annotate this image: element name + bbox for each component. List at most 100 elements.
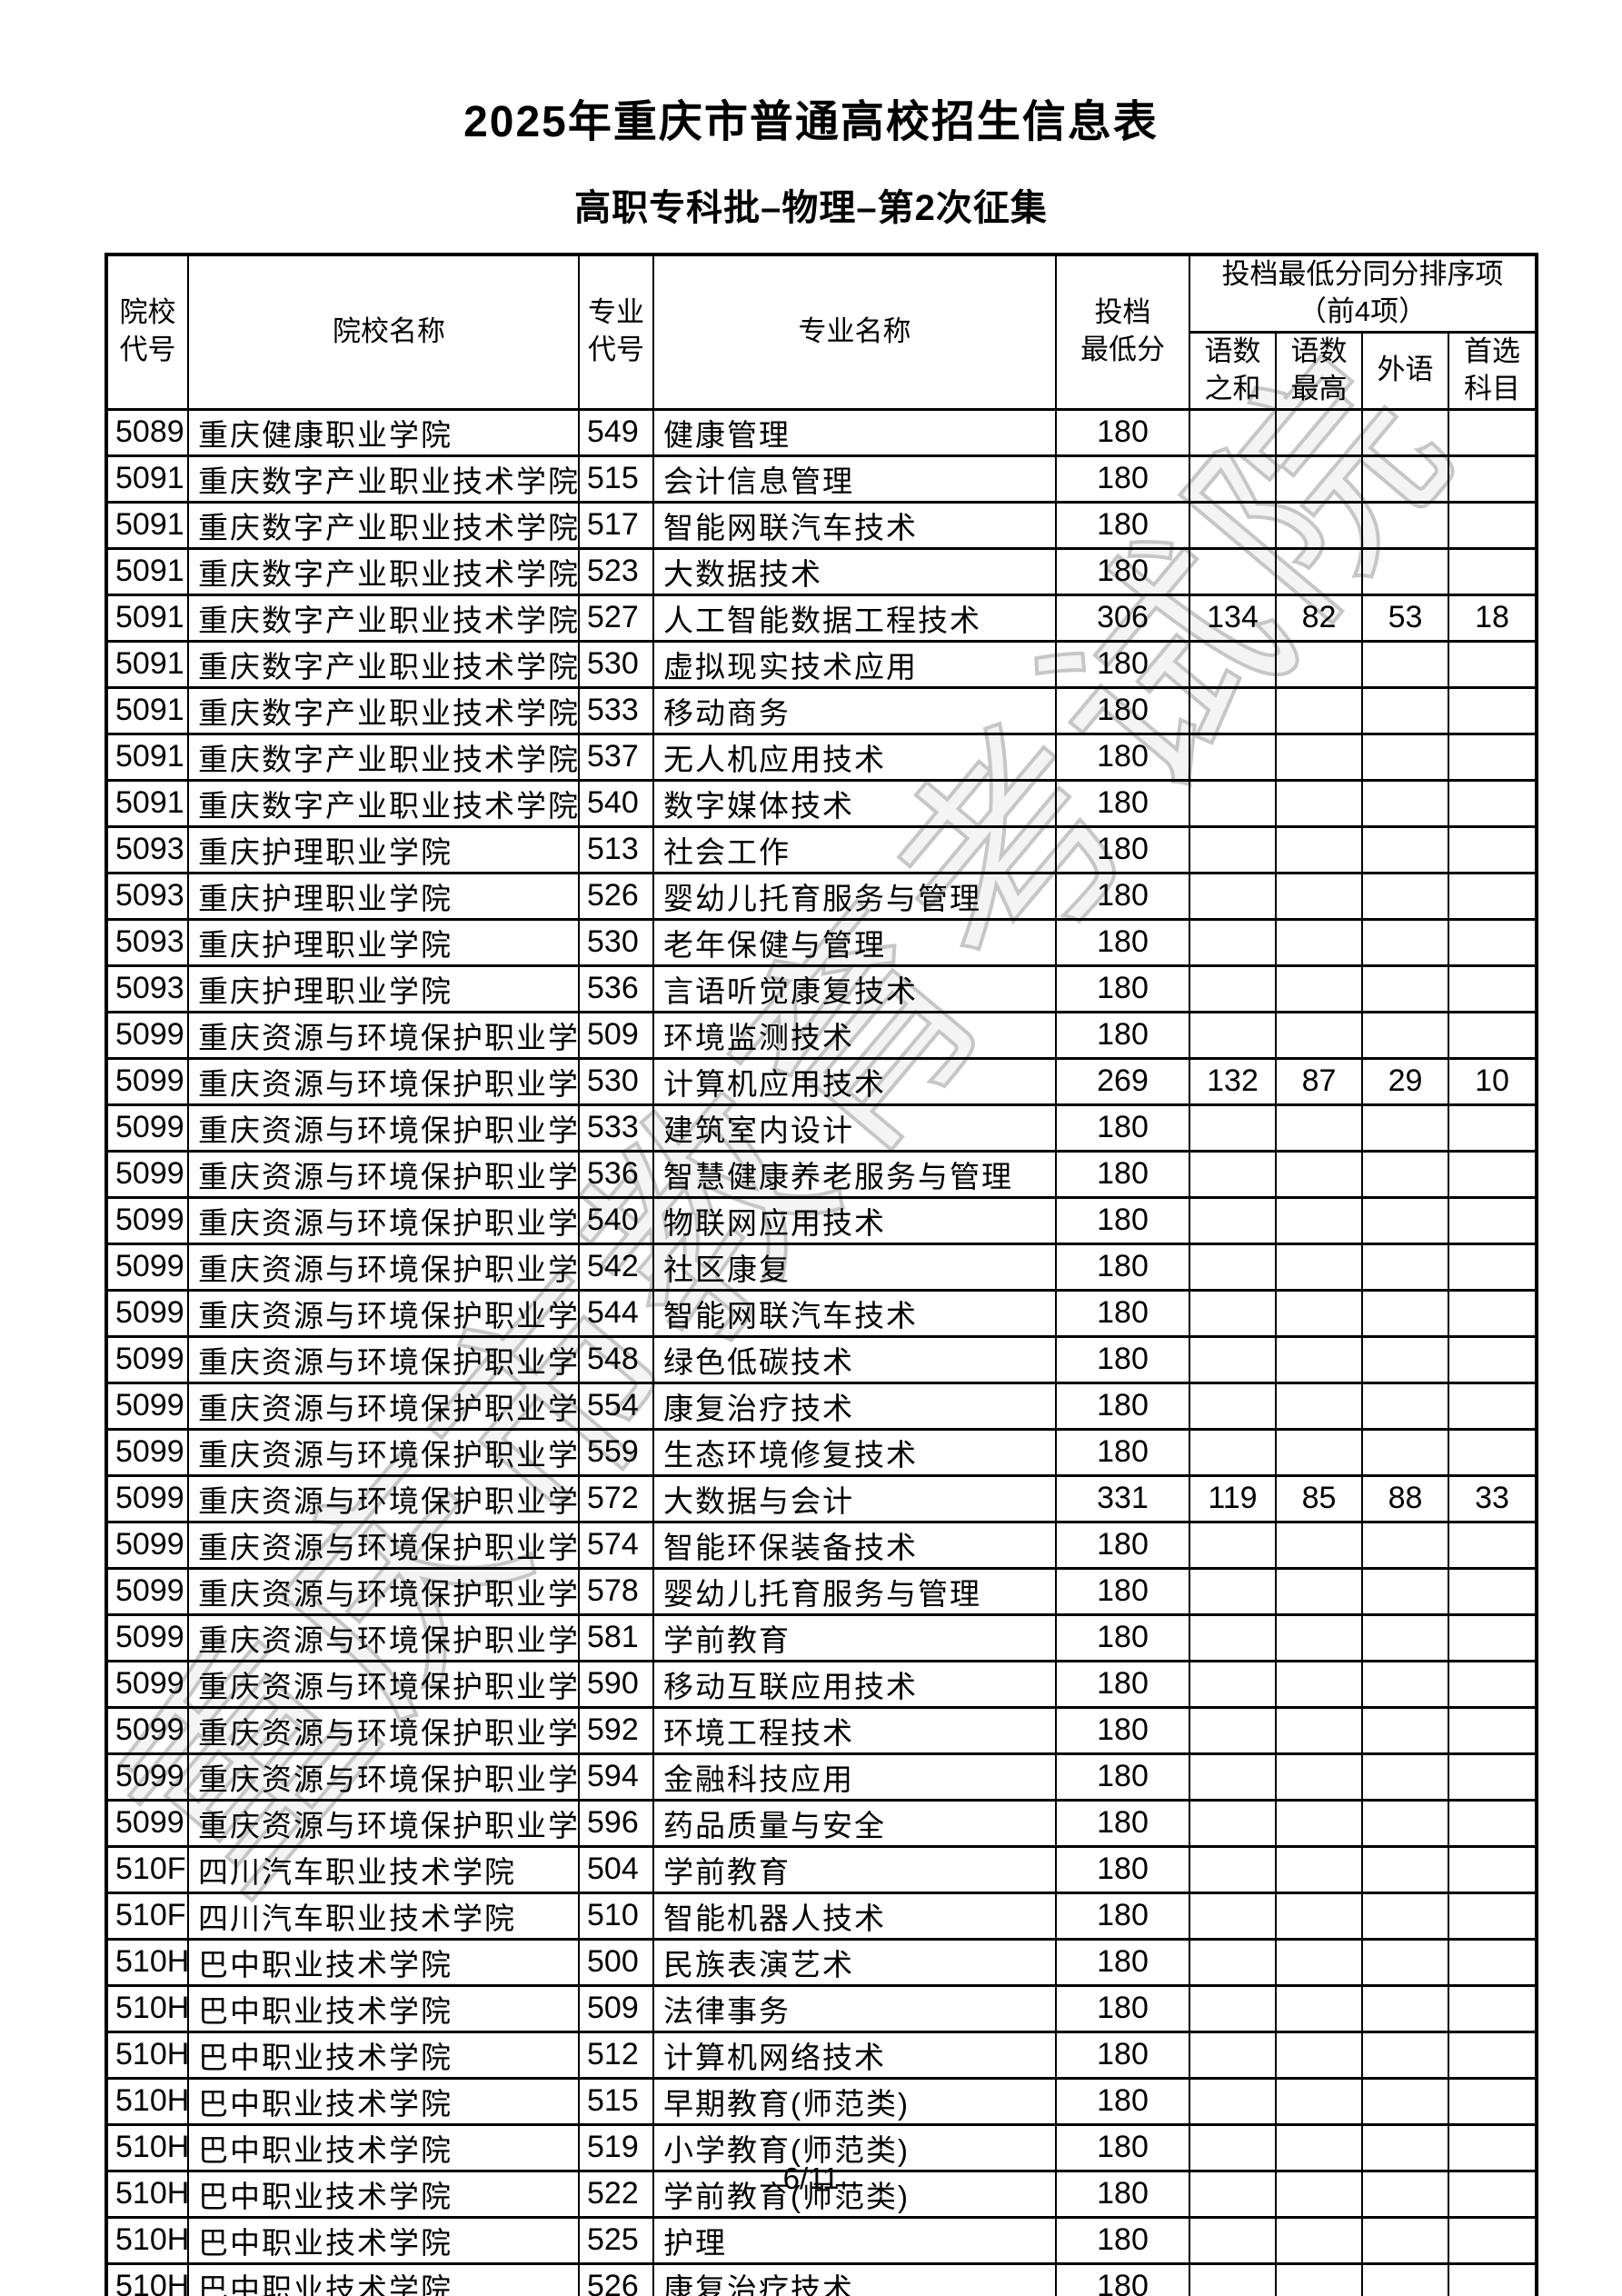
cell-max-cn-math: [1275, 1798, 1363, 1848]
table-row: 5099 重庆资源与环境保护职业学院 509 环境监测技术 180: [105, 1010, 1537, 1060]
cell-major-code: 549: [578, 407, 654, 457]
cell-major-name: 金融科技应用: [652, 1752, 1057, 1802]
cell-max-cn-math: [1275, 1381, 1363, 1431]
cell-foreign-lang: [1361, 1937, 1449, 1987]
cell-major-code: 554: [578, 1381, 654, 1431]
table-row: 510H 巴中职业技术学院 512 计算机网络技术 180: [105, 2030, 1537, 2080]
cell-college-code: 510H: [105, 2122, 189, 2172]
cell-major-code: 540: [578, 1195, 654, 1245]
cell-major-name: 计算机网络技术: [652, 2030, 1057, 2080]
cell-college-name: 重庆资源与环境保护职业学院: [187, 1103, 580, 1153]
cell-major-code: 596: [578, 1798, 654, 1848]
cell-foreign-lang: [1361, 500, 1449, 550]
cell-first-subject: [1448, 2169, 1537, 2219]
cell-college-name: 重庆护理职业学院: [187, 824, 580, 874]
cell-major-name: 无人机应用技术: [652, 732, 1057, 782]
cell-major-code: 572: [578, 1473, 654, 1523]
cell-college-code: 5099: [105, 1473, 189, 1523]
cell-major-name: 早期教育(师范类): [652, 2076, 1057, 2126]
cell-major-code: 504: [578, 1844, 654, 1894]
cell-major-code: 512: [578, 2030, 654, 2080]
cell-college-code: 5091: [105, 500, 189, 550]
cell-foreign-lang: [1361, 732, 1449, 782]
cell-min-score: 180: [1055, 500, 1190, 550]
cell-first-subject: [1448, 639, 1537, 689]
cell-college-name: 四川汽车职业技术学院: [187, 1844, 580, 1894]
cell-foreign-lang: [1361, 2169, 1449, 2219]
cell-foreign-lang: [1361, 1612, 1449, 1662]
page-number: 6/11: [782, 2161, 840, 2195]
cell-major-name: 健康管理: [652, 407, 1057, 457]
cell-foreign-lang: [1361, 1844, 1449, 1894]
cell-max-cn-math: [1275, 1937, 1363, 1987]
cell-major-name: 护理: [652, 2215, 1057, 2265]
cell-min-score: 180: [1055, 2261, 1190, 2296]
cell-college-name: 重庆数字产业职业技术学院: [187, 732, 580, 782]
cell-major-name: 社会工作: [652, 824, 1057, 874]
cell-college-name: 重庆资源与环境保护职业学院: [187, 1752, 580, 1802]
cell-max-cn-math: [1275, 871, 1363, 921]
cell-college-code: 5099: [105, 1195, 189, 1245]
cell-college-code: 5091: [105, 546, 189, 596]
cell-foreign-lang: [1361, 407, 1449, 457]
cell-major-code: 510: [578, 1891, 654, 1941]
table-row: 510H 巴中职业技术学院 515 早期教育(师范类) 180: [105, 2076, 1537, 2126]
cell-max-cn-math: [1275, 2215, 1363, 2265]
cell-max-cn-math: [1275, 2122, 1363, 2172]
cell-college-name: 巴中职业技术学院: [187, 2215, 580, 2265]
cell-max-cn-math: [1275, 1983, 1363, 2033]
cell-major-name: 社区康复: [652, 1242, 1057, 1292]
cell-min-score: 180: [1055, 1844, 1190, 1894]
cell-college-name: 重庆护理职业学院: [187, 917, 580, 967]
cell-major-code: 559: [578, 1427, 654, 1477]
cell-college-code: 5099: [105, 1798, 189, 1848]
cell-major-code: 581: [578, 1612, 654, 1662]
cell-first-subject: [1448, 1752, 1537, 1802]
cell-min-score: 180: [1055, 1381, 1190, 1431]
cell-min-score: 180: [1055, 685, 1190, 735]
cell-college-code: 5093: [105, 963, 189, 1013]
cell-major-name: 言语听觉康复技术: [652, 963, 1057, 1013]
cell-major-name: 小学教育(师范类): [652, 2122, 1057, 2172]
cell-college-code: 5093: [105, 917, 189, 967]
cell-max-cn-math: [1275, 546, 1363, 596]
cell-college-code: 5091: [105, 593, 189, 643]
cell-foreign-lang: [1361, 1752, 1449, 1802]
cell-college-name: 重庆资源与环境保护职业学院: [187, 1334, 580, 1384]
cell-sum-cn-math: [1189, 1705, 1277, 1755]
cell-college-code: 5091: [105, 732, 189, 782]
cell-max-cn-math: [1275, 732, 1363, 782]
cell-sum-cn-math: 134: [1189, 593, 1277, 643]
cell-first-subject: [1448, 2076, 1537, 2126]
table-row: 510H 巴中职业技术学院 526 康复治疗技术 180: [105, 2261, 1537, 2296]
table-row: 5099 重庆资源与环境保护职业学院 554 康复治疗技术 180: [105, 1381, 1537, 1431]
cell-college-code: 5093: [105, 871, 189, 921]
cell-college-name: 巴中职业技术学院: [187, 2076, 580, 2126]
cell-min-score: 306: [1055, 593, 1190, 643]
table-row: 5093 重庆护理职业学院 536 言语听觉康复技术 180: [105, 963, 1537, 1013]
cell-max-cn-math: [1275, 1612, 1363, 1662]
cell-max-cn-math: [1275, 500, 1363, 550]
cell-min-score: 180: [1055, 1427, 1190, 1477]
cell-sum-cn-math: [1189, 1520, 1277, 1570]
cell-min-score: 180: [1055, 732, 1190, 782]
cell-college-code: 5089: [105, 407, 189, 457]
cell-first-subject: [1448, 546, 1537, 596]
cell-first-subject: 10: [1448, 1056, 1537, 1106]
cell-sum-cn-math: [1189, 1427, 1277, 1477]
cell-min-score: 180: [1055, 1010, 1190, 1060]
cell-college-name: 重庆数字产业职业技术学院: [187, 454, 580, 504]
cell-college-name: 巴中职业技术学院: [187, 1937, 580, 1987]
cell-major-name: 老年保健与管理: [652, 917, 1057, 967]
cell-major-code: 527: [578, 593, 654, 643]
cell-foreign-lang: [1361, 2215, 1449, 2265]
cell-major-code: 515: [578, 454, 654, 504]
cell-major-code: 530: [578, 1056, 654, 1106]
cell-min-score: 180: [1055, 1288, 1190, 1338]
cell-college-name: 重庆数字产业职业技术学院: [187, 546, 580, 596]
cell-first-subject: [1448, 500, 1537, 550]
cell-college-name: 重庆资源与环境保护职业学院: [187, 1427, 580, 1477]
cell-major-name: 环境监测技术: [652, 1010, 1057, 1060]
table-row: 5099 重庆资源与环境保护职业学院 578 婴幼儿托育服务与管理 180: [105, 1566, 1537, 1616]
cell-first-subject: [1448, 824, 1537, 874]
